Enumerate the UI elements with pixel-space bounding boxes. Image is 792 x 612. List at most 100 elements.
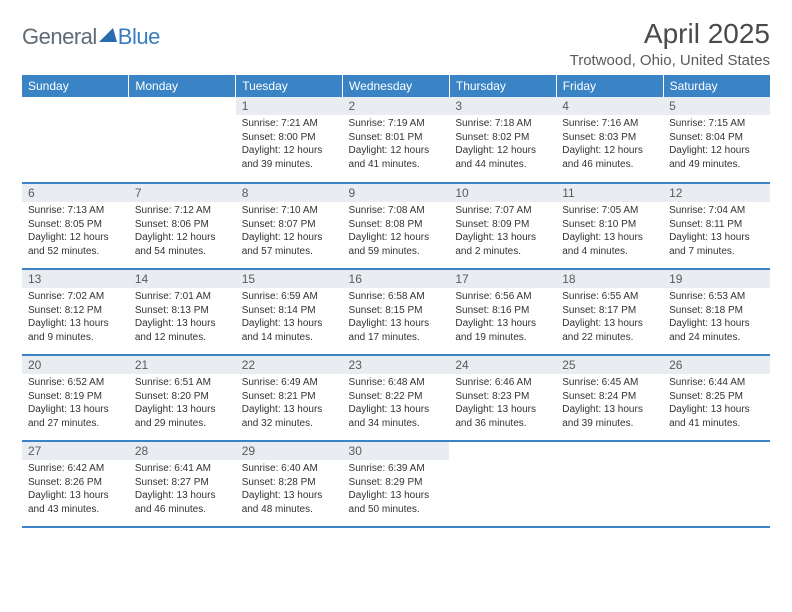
day-info: Sunrise: 7:13 AMSunset: 8:05 PMDaylight:… xyxy=(22,202,129,262)
day-info: Sunrise: 6:44 AMSunset: 8:25 PMDaylight:… xyxy=(663,374,770,434)
day-number: 11 xyxy=(556,184,663,202)
calendar-table: SundayMondayTuesdayWednesdayThursdayFrid… xyxy=(22,75,770,528)
day-number: 21 xyxy=(129,356,236,374)
calendar-day-cell: 12Sunrise: 7:04 AMSunset: 8:11 PMDayligh… xyxy=(663,183,770,269)
day-number: 20 xyxy=(22,356,129,374)
day-header: Friday xyxy=(556,75,663,97)
day-header-row: SundayMondayTuesdayWednesdayThursdayFrid… xyxy=(22,75,770,97)
calendar-day-cell xyxy=(663,441,770,527)
day-info: Sunrise: 7:05 AMSunset: 8:10 PMDaylight:… xyxy=(556,202,663,262)
logo-triangle-icon xyxy=(99,28,117,42)
day-info: Sunrise: 7:07 AMSunset: 8:09 PMDaylight:… xyxy=(449,202,556,262)
day-header: Tuesday xyxy=(236,75,343,97)
calendar-day-cell: 26Sunrise: 6:44 AMSunset: 8:25 PMDayligh… xyxy=(663,355,770,441)
day-header: Wednesday xyxy=(343,75,450,97)
calendar-day-cell: 4Sunrise: 7:16 AMSunset: 8:03 PMDaylight… xyxy=(556,97,663,183)
day-info: Sunrise: 6:49 AMSunset: 8:21 PMDaylight:… xyxy=(236,374,343,434)
day-info: Sunrise: 6:48 AMSunset: 8:22 PMDaylight:… xyxy=(343,374,450,434)
day-number: 2 xyxy=(343,97,450,115)
day-info: Sunrise: 7:12 AMSunset: 8:06 PMDaylight:… xyxy=(129,202,236,262)
day-info: Sunrise: 7:16 AMSunset: 8:03 PMDaylight:… xyxy=(556,115,663,175)
logo-text-general: General xyxy=(22,24,97,50)
day-number: 28 xyxy=(129,442,236,460)
calendar-day-cell xyxy=(22,97,129,183)
day-number: 23 xyxy=(343,356,450,374)
calendar-day-cell: 25Sunrise: 6:45 AMSunset: 8:24 PMDayligh… xyxy=(556,355,663,441)
day-number: 5 xyxy=(663,97,770,115)
day-info: Sunrise: 6:45 AMSunset: 8:24 PMDaylight:… xyxy=(556,374,663,434)
calendar-day-cell xyxy=(449,441,556,527)
calendar-day-cell xyxy=(556,441,663,527)
calendar-day-cell: 28Sunrise: 6:41 AMSunset: 8:27 PMDayligh… xyxy=(129,441,236,527)
day-number: 13 xyxy=(22,270,129,288)
calendar-day-cell: 3Sunrise: 7:18 AMSunset: 8:02 PMDaylight… xyxy=(449,97,556,183)
day-number: 17 xyxy=(449,270,556,288)
day-number: 18 xyxy=(556,270,663,288)
day-number: 14 xyxy=(129,270,236,288)
calendar-day-cell: 24Sunrise: 6:46 AMSunset: 8:23 PMDayligh… xyxy=(449,355,556,441)
day-number: 8 xyxy=(236,184,343,202)
calendar-day-cell: 1Sunrise: 7:21 AMSunset: 8:00 PMDaylight… xyxy=(236,97,343,183)
day-number: 16 xyxy=(343,270,450,288)
day-header: Monday xyxy=(129,75,236,97)
calendar-day-cell: 14Sunrise: 7:01 AMSunset: 8:13 PMDayligh… xyxy=(129,269,236,355)
logo-text-blue: Blue xyxy=(118,24,160,50)
calendar-day-cell: 23Sunrise: 6:48 AMSunset: 8:22 PMDayligh… xyxy=(343,355,450,441)
calendar-day-cell: 9Sunrise: 7:08 AMSunset: 8:08 PMDaylight… xyxy=(343,183,450,269)
calendar-day-cell: 2Sunrise: 7:19 AMSunset: 8:01 PMDaylight… xyxy=(343,97,450,183)
location-text: Trotwood, Ohio, United States xyxy=(570,52,770,69)
day-number: 6 xyxy=(22,184,129,202)
calendar-week-row: 20Sunrise: 6:52 AMSunset: 8:19 PMDayligh… xyxy=(22,355,770,441)
day-info: Sunrise: 6:46 AMSunset: 8:23 PMDaylight:… xyxy=(449,374,556,434)
day-number: 25 xyxy=(556,356,663,374)
calendar-day-cell: 21Sunrise: 6:51 AMSunset: 8:20 PMDayligh… xyxy=(129,355,236,441)
calendar-day-cell: 10Sunrise: 7:07 AMSunset: 8:09 PMDayligh… xyxy=(449,183,556,269)
calendar-day-cell: 19Sunrise: 6:53 AMSunset: 8:18 PMDayligh… xyxy=(663,269,770,355)
day-info: Sunrise: 6:58 AMSunset: 8:15 PMDaylight:… xyxy=(343,288,450,348)
calendar-day-cell: 7Sunrise: 7:12 AMSunset: 8:06 PMDaylight… xyxy=(129,183,236,269)
calendar-day-cell: 20Sunrise: 6:52 AMSunset: 8:19 PMDayligh… xyxy=(22,355,129,441)
day-info: Sunrise: 7:18 AMSunset: 8:02 PMDaylight:… xyxy=(449,115,556,175)
day-info: Sunrise: 6:40 AMSunset: 8:28 PMDaylight:… xyxy=(236,460,343,520)
day-info: Sunrise: 7:08 AMSunset: 8:08 PMDaylight:… xyxy=(343,202,450,262)
day-number: 30 xyxy=(343,442,450,460)
day-info: Sunrise: 6:41 AMSunset: 8:27 PMDaylight:… xyxy=(129,460,236,520)
day-info: Sunrise: 6:56 AMSunset: 8:16 PMDaylight:… xyxy=(449,288,556,348)
calendar-day-cell: 16Sunrise: 6:58 AMSunset: 8:15 PMDayligh… xyxy=(343,269,450,355)
calendar-day-cell: 6Sunrise: 7:13 AMSunset: 8:05 PMDaylight… xyxy=(22,183,129,269)
calendar-week-row: 13Sunrise: 7:02 AMSunset: 8:12 PMDayligh… xyxy=(22,269,770,355)
day-number: 1 xyxy=(236,97,343,115)
day-number: 15 xyxy=(236,270,343,288)
calendar-day-cell: 8Sunrise: 7:10 AMSunset: 8:07 PMDaylight… xyxy=(236,183,343,269)
day-number: 3 xyxy=(449,97,556,115)
day-info: Sunrise: 6:39 AMSunset: 8:29 PMDaylight:… xyxy=(343,460,450,520)
day-info: Sunrise: 6:42 AMSunset: 8:26 PMDaylight:… xyxy=(22,460,129,520)
day-info: Sunrise: 6:53 AMSunset: 8:18 PMDaylight:… xyxy=(663,288,770,348)
day-info: Sunrise: 6:51 AMSunset: 8:20 PMDaylight:… xyxy=(129,374,236,434)
calendar-day-cell xyxy=(129,97,236,183)
calendar-day-cell: 22Sunrise: 6:49 AMSunset: 8:21 PMDayligh… xyxy=(236,355,343,441)
calendar-week-row: 6Sunrise: 7:13 AMSunset: 8:05 PMDaylight… xyxy=(22,183,770,269)
day-info: Sunrise: 7:19 AMSunset: 8:01 PMDaylight:… xyxy=(343,115,450,175)
day-header: Sunday xyxy=(22,75,129,97)
calendar-day-cell: 15Sunrise: 6:59 AMSunset: 8:14 PMDayligh… xyxy=(236,269,343,355)
day-number: 7 xyxy=(129,184,236,202)
logo: General Blue xyxy=(22,18,160,50)
calendar-day-cell: 5Sunrise: 7:15 AMSunset: 8:04 PMDaylight… xyxy=(663,97,770,183)
calendar-day-cell: 18Sunrise: 6:55 AMSunset: 8:17 PMDayligh… xyxy=(556,269,663,355)
calendar-day-cell: 30Sunrise: 6:39 AMSunset: 8:29 PMDayligh… xyxy=(343,441,450,527)
calendar-day-cell: 29Sunrise: 6:40 AMSunset: 8:28 PMDayligh… xyxy=(236,441,343,527)
calendar-day-cell: 11Sunrise: 7:05 AMSunset: 8:10 PMDayligh… xyxy=(556,183,663,269)
day-header: Thursday xyxy=(449,75,556,97)
day-number: 27 xyxy=(22,442,129,460)
day-number: 22 xyxy=(236,356,343,374)
day-info: Sunrise: 7:10 AMSunset: 8:07 PMDaylight:… xyxy=(236,202,343,262)
day-info: Sunrise: 6:55 AMSunset: 8:17 PMDaylight:… xyxy=(556,288,663,348)
title-block: April 2025 Trotwood, Ohio, United States xyxy=(570,18,770,69)
day-number: 9 xyxy=(343,184,450,202)
day-number: 10 xyxy=(449,184,556,202)
day-number: 19 xyxy=(663,270,770,288)
page-title: April 2025 xyxy=(570,18,770,50)
calendar-week-row: 1Sunrise: 7:21 AMSunset: 8:00 PMDaylight… xyxy=(22,97,770,183)
day-info: Sunrise: 7:02 AMSunset: 8:12 PMDaylight:… xyxy=(22,288,129,348)
